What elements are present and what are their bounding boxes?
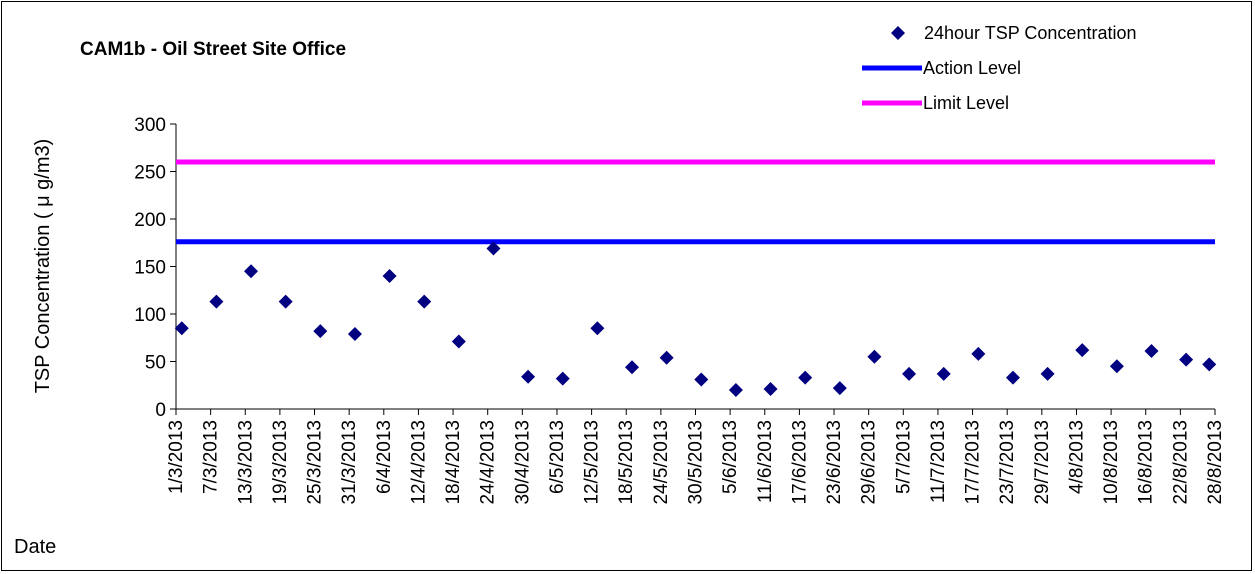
data-point (174, 321, 189, 336)
data-point (244, 264, 259, 279)
data-point (590, 321, 605, 336)
data-point (936, 366, 951, 381)
x-tick-label: 29/6/2013 (859, 420, 880, 505)
data-point (451, 334, 466, 349)
data-point (278, 294, 293, 309)
y-tick-label: 0 (155, 400, 166, 421)
x-tick-label: 4/8/2013 (1066, 420, 1087, 494)
data-point (625, 360, 640, 375)
legend-label: Limit Level (923, 93, 1009, 113)
data-point (971, 346, 986, 361)
data-point (1144, 344, 1159, 359)
data-point (1109, 359, 1124, 374)
data-point (347, 326, 362, 341)
data-point (1040, 366, 1055, 381)
legend: 24hour TSP Concentration Action Level Limi… (862, 23, 1136, 113)
x-tick-label: 5/7/2013 (893, 420, 914, 494)
data-point (832, 381, 847, 396)
y-axis: 0 50 100 150 200 250 300 (134, 115, 177, 421)
y-tick-label: 300 (134, 115, 166, 136)
data-point (1075, 343, 1090, 358)
data-point (382, 269, 397, 283)
x-tick-label: 10/8/2013 (1101, 420, 1122, 505)
x-tick-label: 6/4/2013 (374, 420, 395, 494)
legend-marker (891, 26, 905, 40)
x-axis-label: Date (14, 536, 56, 558)
x-tick-label: 16/8/2013 (1136, 420, 1157, 505)
y-tick-label: 250 (134, 163, 166, 184)
data-point (486, 241, 501, 256)
x-tick-label: 28/8/2013 (1205, 420, 1226, 505)
x-tick-label: 29/7/2013 (1032, 420, 1053, 505)
data-point (1179, 352, 1194, 367)
data-point (728, 383, 743, 397)
y-axis-label: TSP Concentration ( μ g/m3) (32, 139, 54, 394)
data-point (209, 294, 224, 309)
x-tick-label: 23/7/2013 (997, 420, 1018, 505)
x-tick-label: 30/4/2013 (512, 420, 533, 505)
x-tick-label: 18/5/2013 (616, 420, 637, 505)
legend-label: Action Level (923, 58, 1021, 78)
x-tick-label: 24/5/2013 (651, 420, 672, 505)
chart-title: CAM1b - Oil Street Site Office (80, 39, 346, 60)
x-tick-label: 13/3/2013 (235, 420, 256, 505)
data-point (1005, 370, 1020, 385)
reference-lines (176, 159, 1215, 245)
legend-label: 24hour TSP Concentration (924, 23, 1136, 43)
x-tick-label: 23/6/2013 (824, 420, 845, 505)
data-point (694, 372, 709, 387)
x-tick-label: 30/5/2013 (686, 420, 707, 505)
x-tick-label: 5/6/2013 (720, 420, 741, 494)
x-tick-label: 25/3/2013 (305, 420, 326, 505)
x-tick-label: 17/7/2013 (963, 420, 984, 505)
x-tick-label: 12/5/2013 (582, 420, 603, 505)
x-axis: 1/3/2013 7/3/2013 13/3/2013 19/3/2013 25/3/2… (166, 408, 1226, 505)
x-tick-label: 31/3/2013 (339, 420, 360, 505)
x-tick-label: 24/4/2013 (478, 420, 499, 505)
y-tick-label: 100 (134, 305, 166, 326)
data-point (1202, 357, 1217, 372)
x-tick-label: 19/3/2013 (270, 420, 291, 505)
data-point (867, 349, 882, 364)
x-tick-label: 12/4/2013 (408, 420, 429, 505)
x-tick-label: 7/3/2013 (201, 420, 222, 494)
x-tick-label: 11/7/2013 (928, 420, 949, 503)
data-point (902, 366, 917, 381)
x-tick-label: 1/3/2013 (166, 420, 187, 494)
x-tick-label: 22/8/2013 (1170, 420, 1191, 505)
data-point (417, 294, 432, 309)
data-point (798, 370, 813, 385)
data-point (659, 350, 674, 365)
y-tick-label: 200 (134, 210, 166, 231)
data-point (555, 371, 570, 386)
y-tick-label: 150 (134, 258, 166, 279)
x-tick-label: 11/6/2013 (755, 420, 776, 503)
data-point (521, 369, 536, 384)
x-tick-label: 18/4/2013 (443, 420, 464, 505)
y-tick-label: 50 (145, 353, 166, 374)
data-points (174, 241, 1217, 397)
x-tick-label: 6/5/2013 (547, 420, 568, 494)
data-point (763, 382, 778, 397)
data-point (313, 324, 328, 339)
x-tick-label: 17/6/2013 (789, 420, 810, 505)
